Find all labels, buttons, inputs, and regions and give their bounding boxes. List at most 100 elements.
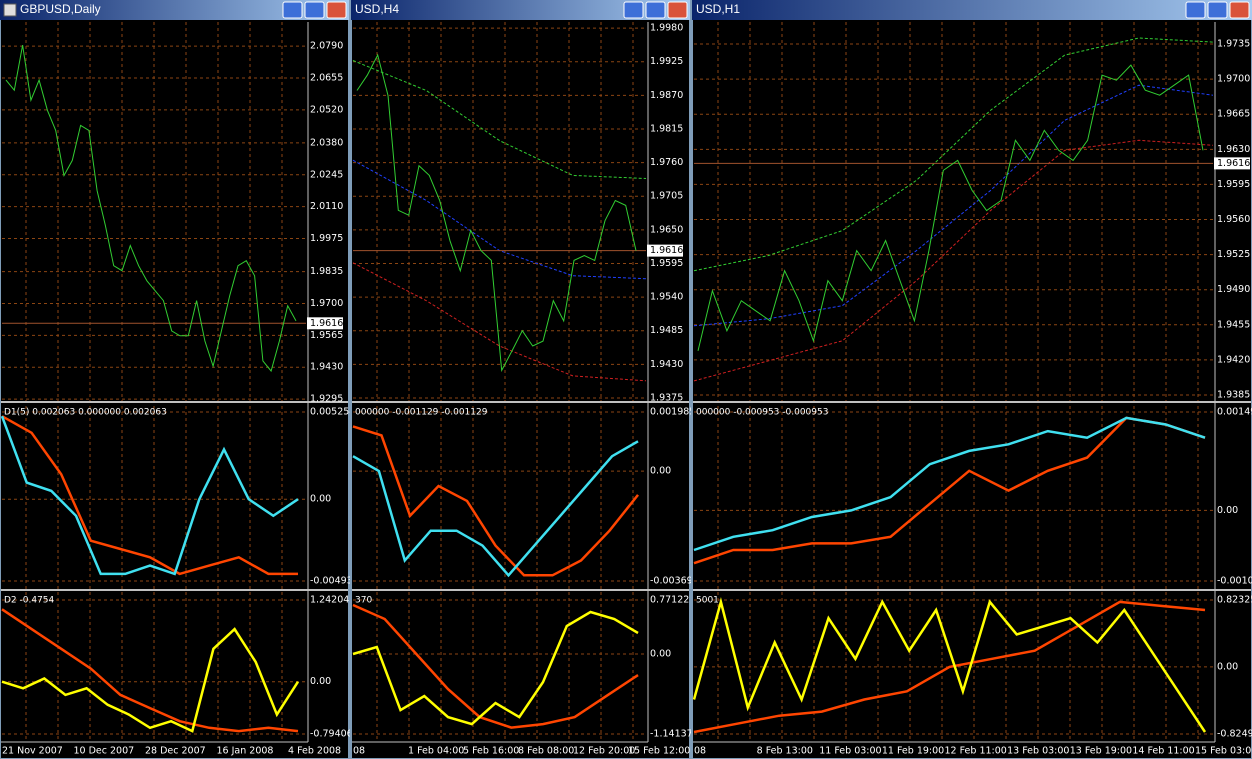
price-label: 1.9815 [650, 123, 683, 134]
envelope-band [693, 84, 1214, 327]
indicator-line [692, 597, 1207, 733]
indicator-line [1, 608, 299, 733]
price-label: 1.9560 [1217, 214, 1250, 225]
current-price-box [1214, 157, 1250, 170]
indicator-line [352, 610, 639, 726]
indicator-label: -0.00369 [650, 576, 693, 587]
price-label: 1.9870 [650, 90, 683, 101]
indicator-label: 0.00 [650, 649, 671, 660]
maximize-button[interactable] [304, 1, 325, 19]
indicator-line [1, 627, 300, 733]
indicator-label: -0.00107 [1217, 576, 1252, 587]
price-label: 1.9490 [1217, 284, 1250, 295]
time-label: 12 Feb 11:00 [945, 746, 1007, 757]
indicator-header: D1(5) 0.002063 0.000000 0.002063 [4, 408, 167, 418]
time-label: 08 [694, 746, 706, 757]
current-price-box [307, 317, 343, 330]
indicator-header: D2 -0.4754 [4, 596, 55, 606]
indicator-header: 000000 -0.001129 -0.001129 [355, 408, 488, 418]
window-title: GBPUSD,Daily [20, 2, 101, 16]
indicator-header: 000000 -0.000953 -0.000953 [696, 408, 828, 418]
price-label: 1.9420 [1217, 354, 1250, 365]
indicator-label: 0.00 [1217, 505, 1238, 516]
time-label: 14 Feb 11:00 [1132, 746, 1194, 757]
price-label: 1.9700 [1217, 74, 1250, 85]
time-label: 13 Feb 03:00 [1007, 746, 1069, 757]
time-label: 11 Feb 19:00 [882, 746, 944, 757]
time-label: 12 Feb 20:00 [573, 746, 635, 757]
current-price: 1.9616 [310, 318, 343, 329]
maximize-button[interactable] [645, 1, 666, 19]
price-label: 1.9650 [650, 224, 683, 235]
maximize-button[interactable] [1207, 1, 1228, 19]
title-bar [0, 0, 349, 20]
time-label: 13 Feb 19:00 [1070, 746, 1132, 757]
minimize-button[interactable] [1185, 1, 1206, 19]
price-label: 1.9925 [650, 56, 683, 67]
price-label: 1.9835 [310, 266, 343, 277]
price-label: 2.0380 [310, 137, 343, 148]
indicator-label: 0.00 [650, 466, 671, 477]
indicator-line [693, 416, 1206, 552]
price-line [5, 45, 297, 373]
price-label: 1.9760 [650, 157, 683, 168]
minimize-button[interactable] [623, 1, 644, 19]
window-frame [0, 0, 350, 759]
indicator-label: 0.00 [310, 494, 331, 505]
time-label: 15 Feb 03:00 [1195, 746, 1252, 757]
window-frame [691, 0, 1252, 759]
envelope-band [693, 37, 1214, 272]
price-label: 1.9975 [310, 233, 343, 244]
window-frame [350, 0, 691, 759]
time-label: 15 Feb 12:00 [628, 746, 690, 757]
indicator-label: -0.82493 [1217, 729, 1252, 740]
price-label: 1.9430 [650, 359, 683, 370]
time-label: 4 Feb 2008 [288, 746, 341, 757]
price-label: 2.0520 [310, 104, 343, 115]
envelope-band [693, 139, 1214, 382]
indicator-line [352, 603, 639, 729]
close-button[interactable] [667, 1, 688, 19]
indicator-line [693, 600, 1206, 734]
indicator-header: 5001 [696, 596, 719, 606]
price-label: 2.0655 [310, 72, 343, 83]
current-price-box [647, 244, 683, 257]
indicator-label: 0.00149 [1217, 407, 1252, 418]
price-label: 1.9705 [650, 191, 683, 202]
time-label: 1 Feb 04:00 [408, 746, 464, 757]
price-label: 1.9980 [650, 23, 683, 34]
price-label: 1.9430 [310, 362, 343, 373]
time-label: 5 Feb 16:00 [463, 746, 519, 757]
envelope-band [352, 262, 647, 382]
indicator-label: 1.24204 [310, 595, 349, 606]
time-label: 11 Feb 03:00 [819, 746, 881, 757]
indicator-label: -0.79406 [310, 729, 353, 740]
indicator-line [693, 416, 1206, 565]
price-label: 1.9295 [310, 394, 343, 405]
price-line [356, 53, 637, 373]
minimize-button[interactable] [282, 1, 303, 19]
price-line [697, 64, 1204, 352]
time-label: 28 Dec 2007 [145, 746, 206, 757]
price-label: 1.9595 [1217, 179, 1250, 190]
close-button[interactable] [326, 1, 347, 19]
indicator-label: -1.14137 [650, 729, 693, 740]
indicator-label: 0.00 [310, 676, 331, 687]
indicator-line [352, 425, 639, 577]
window-title: USD,H4 [355, 2, 399, 16]
close-button[interactable] [1229, 1, 1250, 19]
time-label: 8 Feb 13:00 [757, 746, 813, 757]
price-label: 1.9700 [310, 298, 343, 309]
indicator-label: -0.00493 [310, 576, 353, 587]
price-label: 2.0110 [310, 201, 343, 212]
price-label: 1.9735 [1217, 39, 1250, 50]
price-label: 1.9525 [1217, 249, 1250, 260]
price-label: 1.9665 [1217, 109, 1250, 120]
envelope-band [352, 60, 647, 179]
current-price: 1.9616 [1217, 158, 1250, 169]
price-label: 1.9595 [650, 258, 683, 269]
price-label: 1.9375 [650, 392, 683, 403]
price-label: 1.9540 [650, 292, 683, 303]
indicator-label: 0.77122 [650, 595, 689, 606]
